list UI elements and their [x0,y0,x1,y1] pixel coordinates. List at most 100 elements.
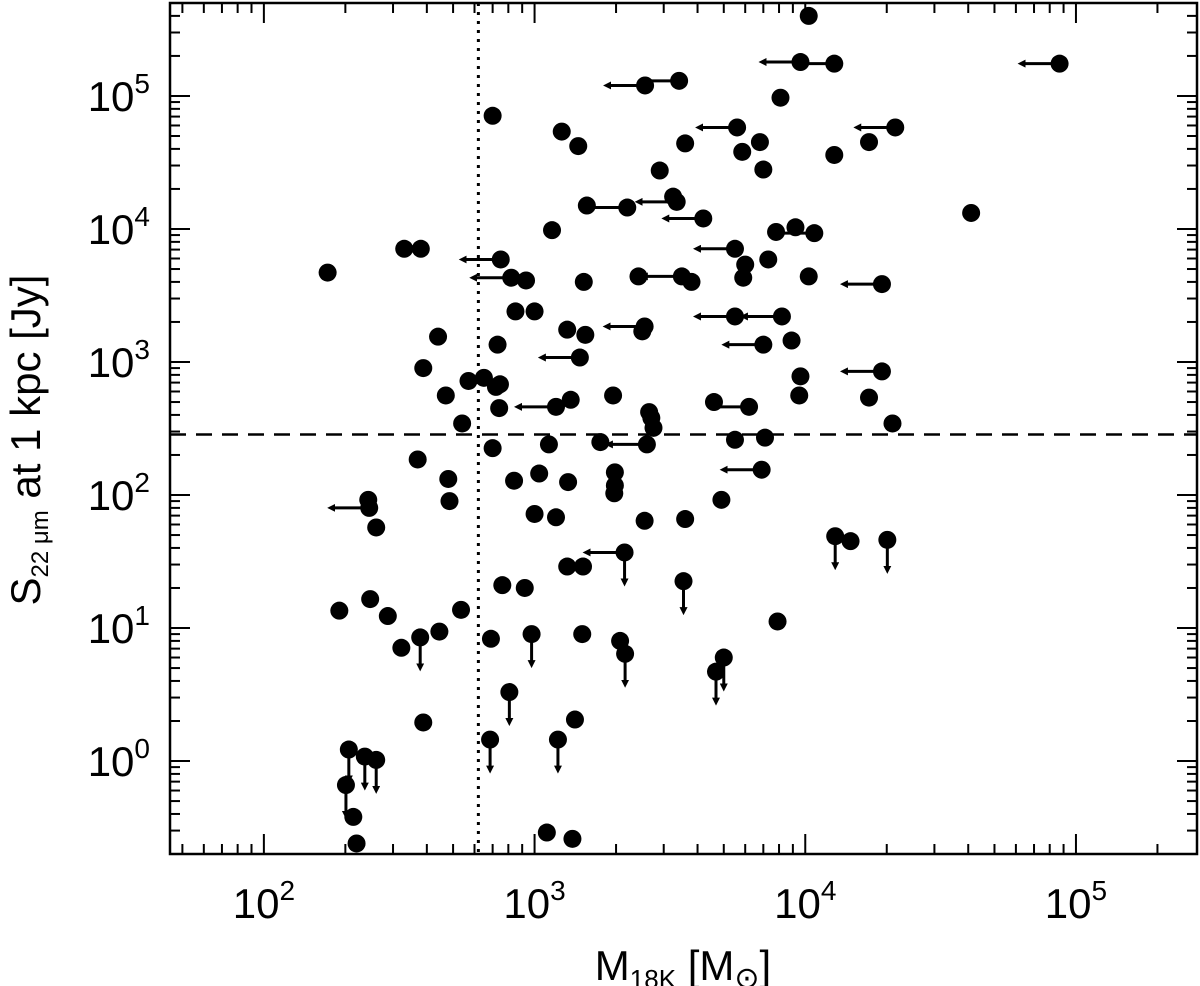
x-tick-label-base: 10 [774,880,821,927]
data-point [755,428,774,447]
data-point [618,198,637,217]
data-point [558,557,577,576]
data-point [493,576,512,595]
data-point [759,250,778,269]
data-point [548,730,567,749]
data-point [750,133,769,152]
data-point [728,118,747,137]
data-point [791,367,810,386]
data-point [667,192,686,211]
data-point [825,54,844,73]
x-tick-label-exp: 4 [821,875,837,906]
data-point [676,510,695,529]
data-point [525,302,544,321]
x-tick-label: 102 [233,875,295,927]
data-point [378,607,397,626]
y-axis-label-sub: 22 μm [27,510,54,577]
y-tick-label: 103 [88,334,150,386]
data-point [714,648,733,667]
data-points [318,6,1069,853]
x-tick-label: 104 [774,875,836,927]
data-point [754,335,773,354]
data-point [481,629,500,648]
axis-ticks [170,2,1197,855]
y-axis-label-main: S [2,577,49,605]
x-tick-label: 105 [1045,875,1107,927]
data-point [604,386,623,405]
y-axis-label: S22 μm at 1 kpc [Jy] [2,275,54,606]
data-point [674,572,693,591]
data-point [825,145,844,164]
data-point [733,142,752,161]
data-point [439,469,458,488]
data-point [670,71,689,90]
data-point [537,823,556,842]
y-tick-label-base: 10 [88,605,135,652]
y-tick-label-base: 10 [88,206,135,253]
data-point [799,267,818,286]
data-point [577,196,596,215]
x-tick-label-exp: 2 [279,875,295,906]
data-point [558,320,577,339]
data-point [782,331,801,350]
data-point [552,122,571,141]
data-point [886,118,905,137]
y-tick-label-base: 10 [88,339,135,386]
x-tick-labels: 102 103 104 105 [233,875,1107,927]
plot-frame [168,1,1199,856]
x-axis-label-sym: ⊙ [734,962,759,986]
data-point [336,776,355,795]
data-point [330,601,349,620]
data-point [591,433,610,452]
y-tick-label-exp: 2 [134,467,150,498]
data-point [414,713,433,732]
data-point [872,275,891,294]
data-point [712,490,731,509]
data-point [344,807,363,826]
data-point [522,625,541,644]
data-point [411,628,430,647]
data-point [408,450,427,469]
data-point [786,218,805,237]
data-point [506,302,525,321]
y-axis-label-rest: at 1 kpc [Jy] [2,275,49,511]
data-point [436,386,455,405]
data-point [539,435,558,454]
data-point [547,397,566,416]
data-point [790,386,809,405]
data-point [505,471,524,490]
data-point [459,371,478,390]
data-point [565,710,584,729]
data-point [605,484,624,503]
data-point [676,134,695,153]
data-point [704,393,723,412]
data-point [637,435,656,454]
data-point [452,600,471,619]
data-point [515,578,534,597]
data-point [883,414,902,433]
data-point [411,239,430,258]
x-axis-label-rest: [M [676,942,734,986]
data-point [392,638,411,657]
data-point [361,590,380,609]
data-point [488,335,507,354]
data-point [561,390,580,409]
data-point [530,464,549,483]
data-point [440,492,459,511]
data-point [629,267,648,286]
data-point [525,504,544,523]
y-tick-label-exp: 4 [134,201,150,232]
data-point [414,359,433,378]
data-point [644,418,663,437]
data-point [1050,54,1069,73]
data-point [694,209,713,228]
data-point [574,557,593,576]
x-tick-label: 103 [503,875,565,927]
data-point [725,307,744,326]
data-point [725,430,744,449]
data-point [768,612,787,631]
data-point [605,463,624,482]
data-point [650,161,669,180]
data-point [805,224,824,243]
